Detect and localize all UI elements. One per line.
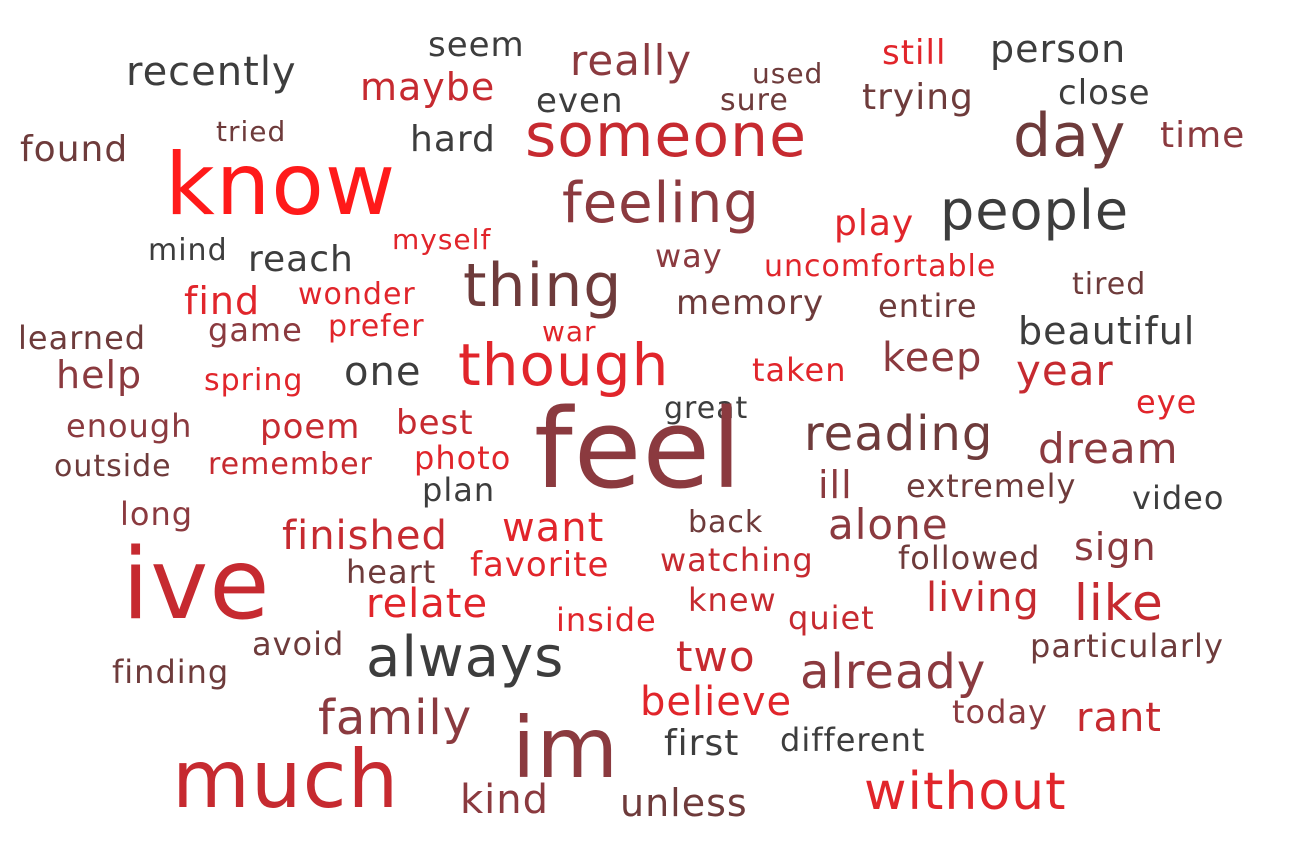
word-way: way xyxy=(655,237,723,275)
word-spring: spring xyxy=(204,363,304,398)
word-game: game xyxy=(208,311,303,349)
word-learned: learned xyxy=(18,319,147,357)
word-want: want xyxy=(502,505,605,551)
word-tired: tired xyxy=(1072,267,1147,302)
word-feel: feel xyxy=(534,385,743,513)
word-sure: sure xyxy=(720,83,789,118)
word-people: people xyxy=(940,179,1130,242)
word-already: already xyxy=(800,644,987,700)
word-tried: tried xyxy=(216,115,287,148)
word-remember: remember xyxy=(208,447,373,482)
word-memory: memory xyxy=(676,283,825,323)
word-avoid: avoid xyxy=(252,625,345,663)
word-myself: myself xyxy=(392,223,492,256)
word-particularly: particularly xyxy=(1030,627,1224,665)
word-prefer: prefer xyxy=(328,309,425,344)
word-favorite: favorite xyxy=(470,545,610,585)
word-seem: seem xyxy=(428,25,525,65)
word-someone: someone xyxy=(525,101,807,171)
word-day: day xyxy=(1013,101,1127,171)
word-year: year xyxy=(1016,346,1114,395)
word-ill: ill xyxy=(818,463,853,507)
word-best: best xyxy=(396,403,474,443)
word-ive: ive xyxy=(122,528,271,642)
word-much: much xyxy=(172,733,400,826)
word-reach: reach xyxy=(248,239,354,280)
word-knew: knew xyxy=(688,581,777,619)
word-two: two xyxy=(676,632,756,681)
word-like: like xyxy=(1074,574,1164,632)
word-video: video xyxy=(1132,479,1225,517)
word-feeling: feeling xyxy=(562,171,760,236)
word-time: time xyxy=(1160,115,1246,156)
word-used: used xyxy=(752,57,824,90)
word-trying: trying xyxy=(862,77,974,118)
word-inside: inside xyxy=(556,601,657,639)
word-finding: finding xyxy=(112,653,230,691)
word-wonder: wonder xyxy=(298,277,416,312)
word-first: first xyxy=(664,723,740,764)
word-find: find xyxy=(184,279,261,323)
word-mind: mind xyxy=(148,233,228,268)
word-followed: followed xyxy=(898,539,1041,577)
word-really: really xyxy=(570,36,693,85)
word-uncomfortable: uncomfortable xyxy=(764,249,997,284)
word-believe: believe xyxy=(640,679,793,725)
word-back: back xyxy=(688,505,764,540)
word-always: always xyxy=(366,625,565,690)
word-sign: sign xyxy=(1074,525,1157,569)
word-taken: taken xyxy=(752,351,847,389)
word-heart: heart xyxy=(346,553,437,591)
word-know: know xyxy=(165,135,397,235)
word-poem: poem xyxy=(260,407,361,447)
word-finished: finished xyxy=(282,513,448,559)
word-alone: alone xyxy=(828,500,949,549)
word-thing: thing xyxy=(463,251,623,321)
word-rant: rant xyxy=(1076,695,1162,741)
word-long: long xyxy=(120,495,194,533)
word-beautiful: beautiful xyxy=(1018,309,1196,353)
word-close: close xyxy=(1058,73,1151,113)
word-play: play xyxy=(834,203,915,244)
word-different: different xyxy=(780,721,926,759)
word-one: one xyxy=(344,349,422,395)
word-found: found xyxy=(20,129,129,170)
word-outside: outside xyxy=(54,449,172,484)
word-recently: recently xyxy=(126,49,297,95)
word-person: person xyxy=(990,27,1127,71)
word-eye: eye xyxy=(1136,383,1198,421)
word-keep: keep xyxy=(882,335,983,381)
word-extremely: extremely xyxy=(906,467,1077,505)
word-im: im xyxy=(512,699,620,797)
word-unless: unless xyxy=(620,781,748,825)
word-relate: relate xyxy=(366,581,489,627)
word-still: still xyxy=(882,33,947,73)
word-quiet: quiet xyxy=(788,599,875,637)
word-plan: plan xyxy=(422,471,496,509)
word-enough: enough xyxy=(66,407,193,445)
word-photo: photo xyxy=(414,439,512,477)
word-watching: watching xyxy=(660,541,814,579)
word-war: war xyxy=(542,315,597,348)
word-maybe: maybe xyxy=(360,65,496,109)
word-kind: kind xyxy=(460,777,550,823)
word-family: family xyxy=(318,690,473,746)
word-reading: reading xyxy=(804,406,994,462)
word-though: though xyxy=(458,331,670,399)
word-even: even xyxy=(536,81,624,121)
word-help: help xyxy=(56,353,143,397)
word-without: without xyxy=(864,762,1067,822)
word-dream: dream xyxy=(1038,424,1179,473)
word-living: living xyxy=(926,575,1040,621)
word-today: today xyxy=(952,693,1048,731)
word-entire: entire xyxy=(878,287,978,325)
word-great: great xyxy=(664,391,749,426)
word-hard: hard xyxy=(410,119,496,160)
